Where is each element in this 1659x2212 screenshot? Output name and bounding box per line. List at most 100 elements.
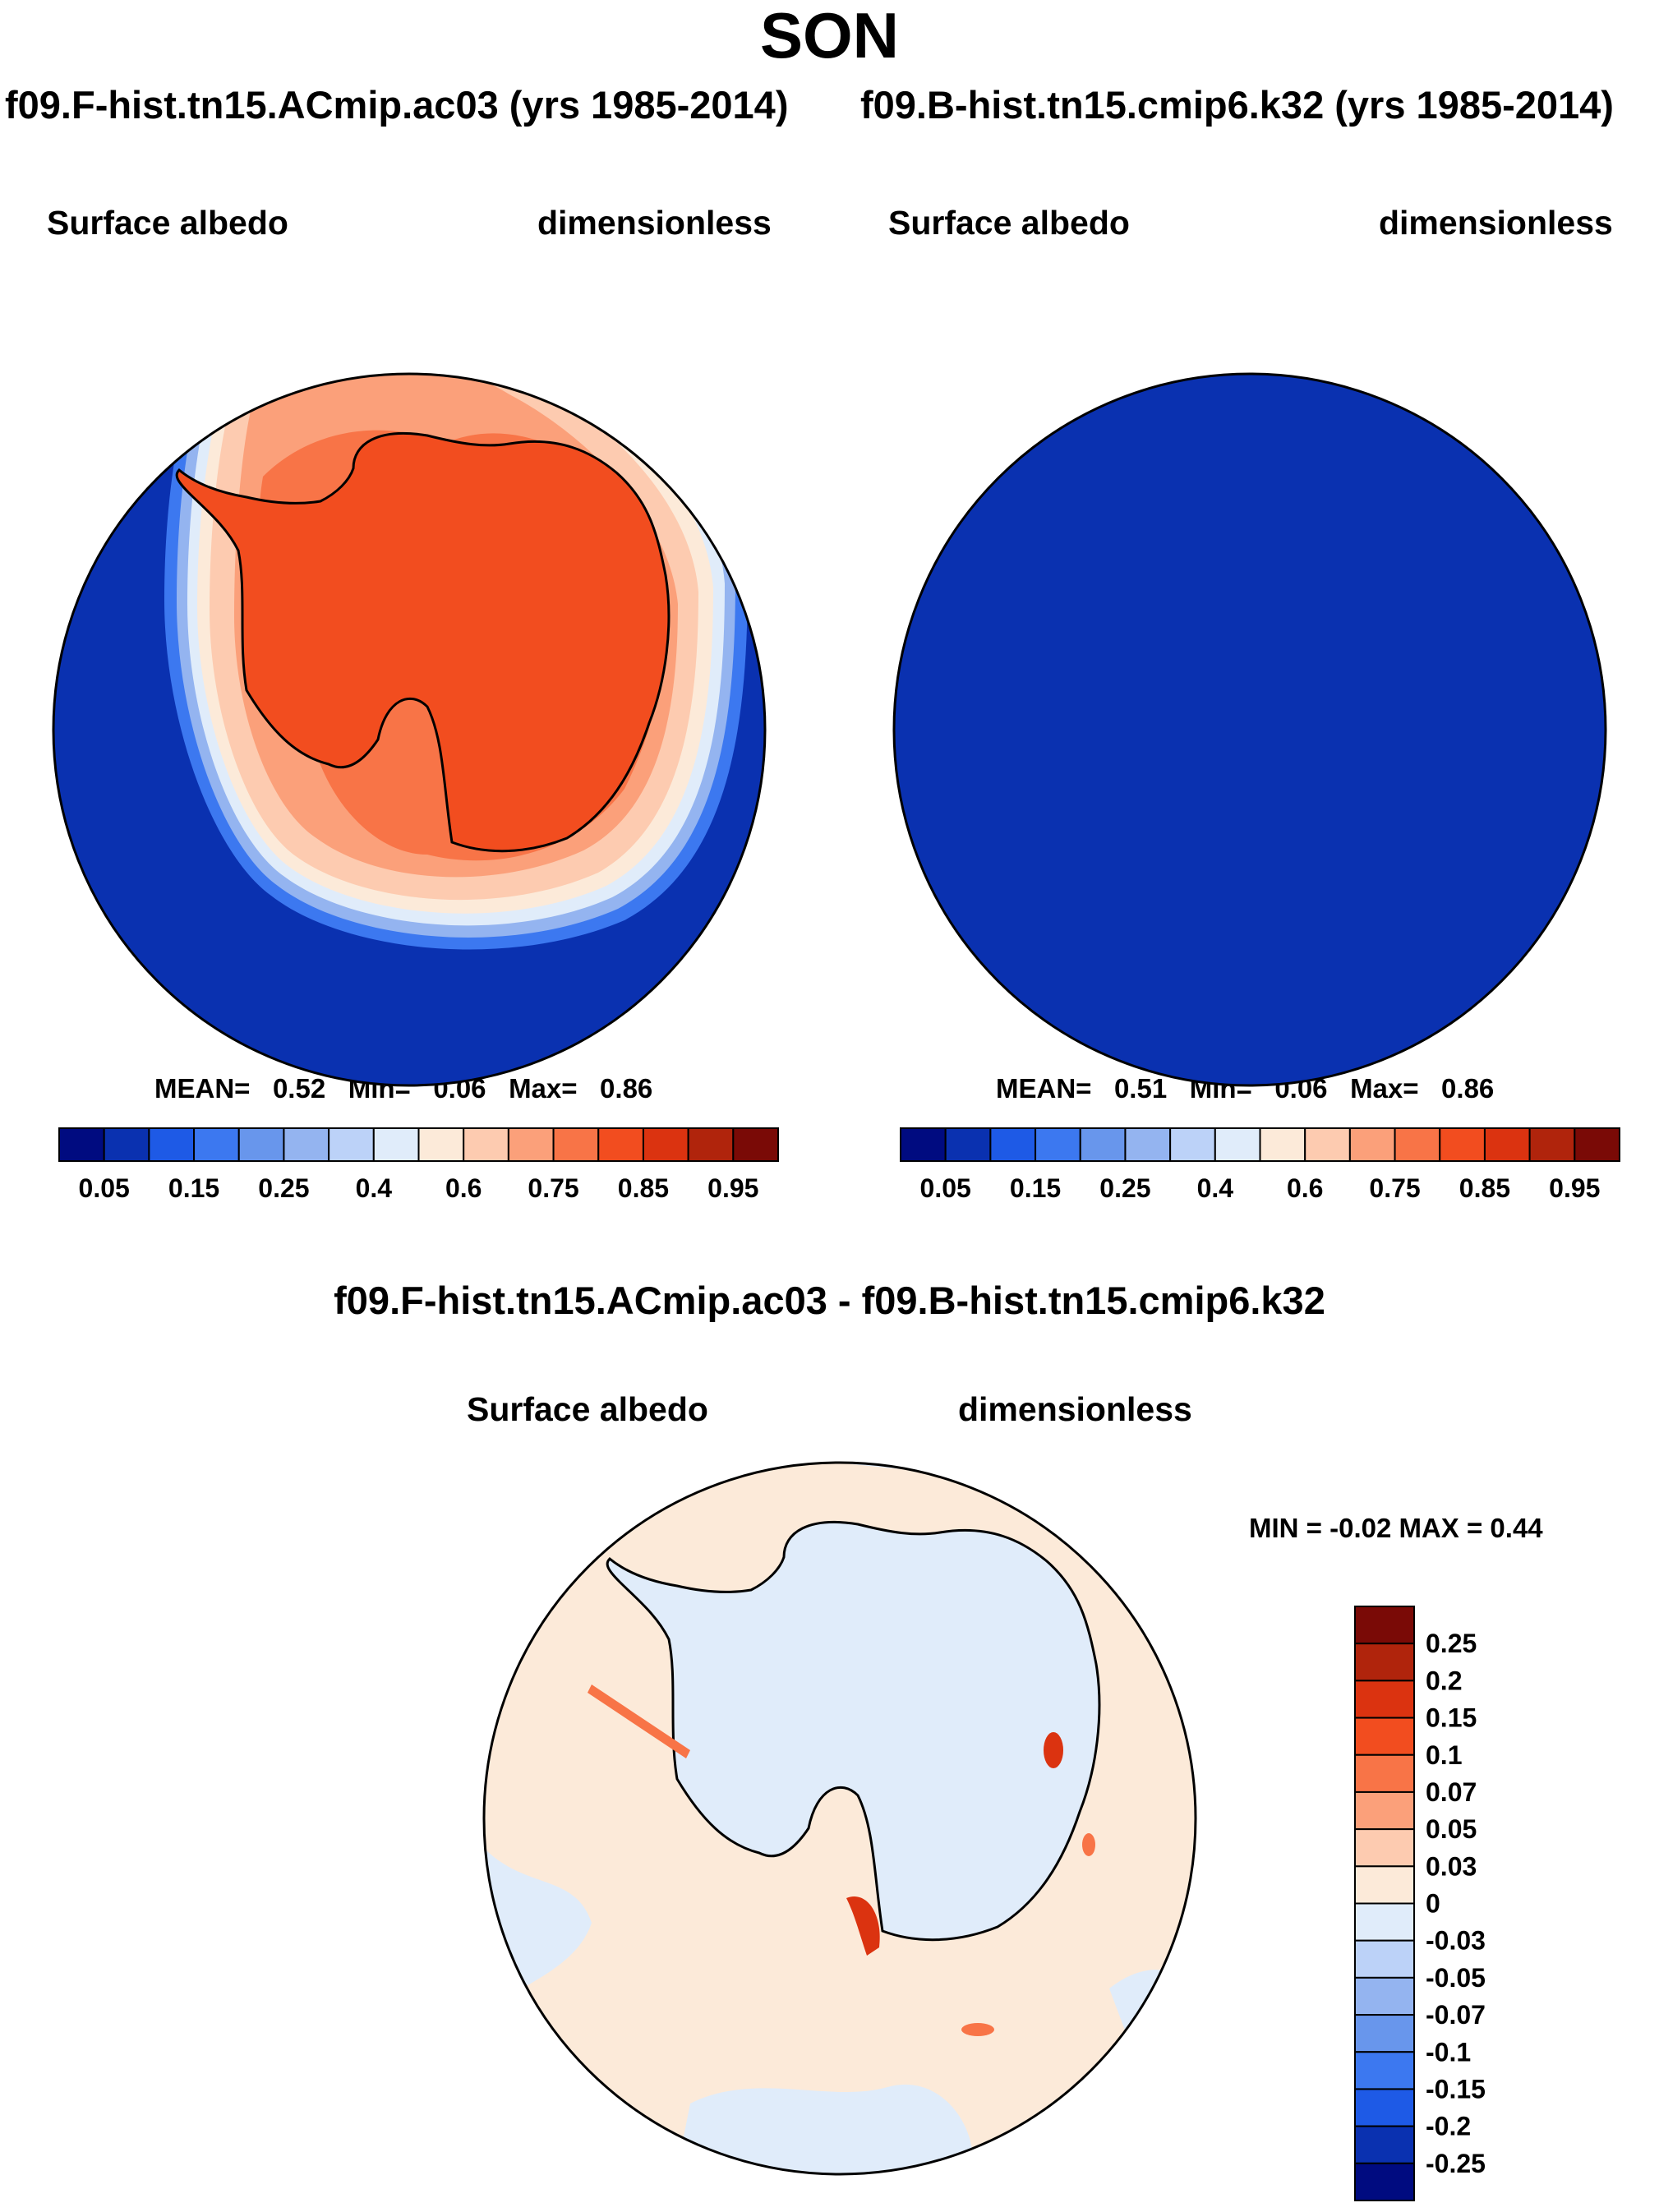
colorbar-box: [1354, 1828, 1415, 1868]
colorbar-box: [642, 1127, 689, 1162]
colorbar-box: [1528, 1127, 1576, 1162]
colorbar-box: [1439, 1127, 1486, 1162]
right-stats: MEAN= 0.51 Min= 0.06 Max= 0.86: [996, 1072, 1494, 1105]
diff-hotspot: [1082, 1833, 1095, 1856]
colorbar-box: [58, 1127, 105, 1162]
colorbar-box: [328, 1127, 375, 1162]
colorbar-box: [1124, 1127, 1172, 1162]
colorbar-box: [463, 1127, 509, 1162]
diff-units-label: dimensionless: [958, 1390, 1192, 1428]
max-value: 0.86: [1441, 1073, 1495, 1104]
colorbar-box: [944, 1127, 992, 1162]
mean-label: MEAN=: [996, 1073, 1092, 1104]
colorbar-tick-label: 0.75: [1369, 1173, 1420, 1203]
colorbar-box: [1354, 2051, 1415, 2090]
colorbar-box: [1574, 1127, 1620, 1162]
colorbar-tick-label: 0.05: [1426, 1814, 1477, 1844]
colorbar-tick-label: -0.1: [1426, 2037, 1471, 2067]
colorbar-box: [1348, 1127, 1396, 1162]
colorbar-tick-label: 0.4: [356, 1173, 393, 1203]
max-label: Max=: [1350, 1073, 1419, 1104]
colorbar-tick-label: 0.75: [528, 1173, 578, 1203]
colorbar-box: [1354, 1865, 1415, 1905]
colorbar-box: [1354, 2088, 1415, 2127]
map-boundary: [482, 1461, 1197, 2176]
colorbar-box: [1079, 1127, 1127, 1162]
colorbar-box: [1354, 1939, 1415, 1979]
colorbar-box: [1354, 1790, 1415, 1831]
colorbar-tick-label: 0.95: [1549, 1173, 1600, 1203]
left-units-label: dimensionless: [537, 204, 772, 242]
colorbar-box: [1394, 1127, 1441, 1162]
colorbar-box: [552, 1127, 600, 1162]
colorbar-box: [597, 1127, 644, 1162]
colorbar-tick-label: -0.05: [1426, 1963, 1486, 1993]
colorbar-tick-label: 0.85: [618, 1173, 669, 1203]
colorbar-tick-label: 0.03: [1426, 1851, 1477, 1881]
colorbar-tick-label: 0.15: [168, 1173, 219, 1203]
colorbar-tick-label: 0.15: [1010, 1173, 1061, 1203]
colorbar-tick-label: 0: [1426, 1889, 1440, 1919]
colorbar-tick-label: 0.95: [707, 1173, 758, 1203]
diff-map: [482, 1461, 1197, 2176]
colorbar-box: [148, 1127, 196, 1162]
colorbar-box: [283, 1127, 330, 1162]
colorbar-box: [1354, 1753, 1415, 1793]
colorbar-box: [417, 1127, 465, 1162]
mean-value: 0.51: [1113, 1073, 1168, 1104]
colorbar-tick-label: 0.07: [1426, 1777, 1477, 1807]
colorbar-tick-label: -0.25: [1426, 2149, 1486, 2178]
colorbar-tick-label: 0.25: [258, 1173, 309, 1203]
colorbar-box: [193, 1127, 240, 1162]
colorbar-tick-label: 0.15: [1426, 1703, 1477, 1733]
right-map: [892, 372, 1607, 1087]
colorbar-box: [103, 1127, 150, 1162]
colorbar-box: [1354, 2014, 1415, 2053]
diff-title: f09.F-hist.tn15.ACmip.ac03 - f09.B-hist.…: [334, 1279, 1325, 1322]
diff-hotspot: [961, 2023, 994, 2036]
colorbar-tick-label: 0.1: [1426, 1740, 1462, 1770]
left-colorbar: 0.05 0.15 0.25 0.4 0.6 0.75 0.85 0.95: [58, 1127, 779, 1203]
left-case-title: f09.F-hist.tn15.ACmip.ac03 (yrs 1985-201…: [5, 83, 789, 127]
colorbar-box: [1354, 1680, 1415, 1719]
colorbar-box: [1304, 1127, 1351, 1162]
colorbar-tick-label: -0.07: [1426, 2000, 1486, 2030]
colorbar-box: [1035, 1127, 1081, 1162]
colorbar-box: [1354, 1643, 1415, 1682]
diff-hotspot: [588, 1684, 690, 1758]
colorbar-tick-label: -0.15: [1426, 2074, 1486, 2104]
colorbar-tick-label: -0.03: [1426, 1926, 1486, 1956]
diff-variable-label: Surface albedo: [467, 1390, 708, 1428]
colorbar-box: [1354, 1902, 1415, 1942]
colorbar-tick-label: 0.4: [1197, 1173, 1234, 1203]
colorbar-tick-label: 0.25: [1099, 1173, 1150, 1203]
colorbar-box: [900, 1127, 947, 1162]
right-case-title: f09.B-hist.tn15.cmip6.k32 (yrs 1985-2014…: [860, 83, 1614, 127]
page-title: SON: [759, 0, 900, 71]
max-label: Max=: [509, 1073, 578, 1104]
left-field: [164, 374, 748, 950]
colorbar-tick-label: 0.85: [1459, 1173, 1510, 1203]
diff-hotspot: [1044, 1732, 1063, 1768]
right-units-label: dimensionless: [1379, 204, 1613, 242]
colorbar-tick-label: 0.25: [1426, 1629, 1477, 1658]
mean-label: MEAN=: [154, 1073, 251, 1104]
colorbar-box: [1214, 1127, 1261, 1162]
colorbar-tick-label: 0.2: [1426, 1666, 1462, 1695]
right-variable-label: Surface albedo: [888, 204, 1130, 242]
map-boundary: [52, 372, 767, 1087]
colorbar-box: [1169, 1127, 1216, 1162]
colorbar-tick-label: 0.6: [445, 1173, 482, 1203]
diff-minmax: MIN = -0.02 MAX = 0.44: [1249, 1513, 1543, 1543]
colorbar-box: [1354, 1976, 1415, 2016]
diff-negative-region: [674, 2084, 974, 2174]
colorbar-box: [989, 1127, 1037, 1162]
max-value: 0.86: [600, 1073, 653, 1104]
colorbar-box: [1259, 1127, 1306, 1162]
colorbar-box: [1483, 1127, 1531, 1162]
colorbar-tick-label: 0.05: [79, 1173, 130, 1203]
mean-value: 0.52: [272, 1073, 326, 1104]
colorbar-box: [1354, 1717, 1415, 1756]
diff-colorbar: 0.25 0.2 0.15 0.1 0.07 0.05 0.03 0 -0.03 -0.05 -0.…: [1354, 1606, 1486, 2201]
